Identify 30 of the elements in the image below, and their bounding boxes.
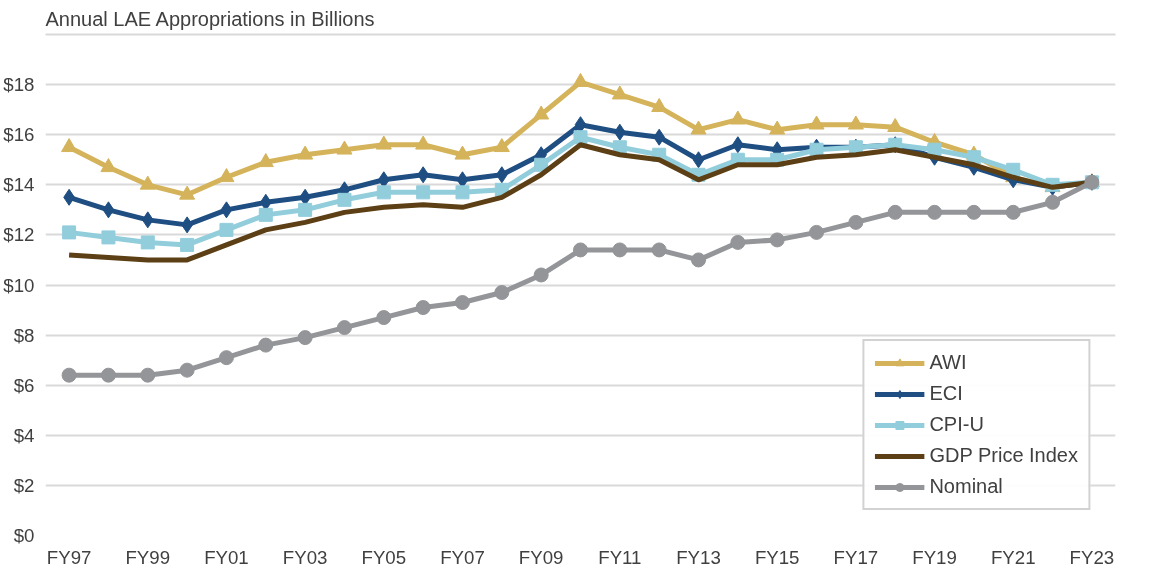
x-tick-label: FY13 (676, 546, 721, 568)
legend-label: Nominal (929, 475, 1003, 498)
legend-label: ECI (929, 382, 963, 405)
x-tick-label: FY21 (990, 546, 1036, 568)
y-tick-label: $0 (13, 525, 35, 546)
y-tick-label: $2 (13, 474, 35, 496)
y-tick-label: $6 (13, 374, 35, 396)
y-tick-label: $4 (13, 424, 35, 446)
x-tick-label: FY03 (282, 546, 328, 568)
y-tick-label: $14 (3, 174, 35, 196)
x-tick-label: FY17 (833, 546, 879, 568)
legend-label: CPI-U (929, 413, 984, 436)
y-tick-label: $10 (3, 274, 35, 296)
y-tick-label: $18 (3, 74, 35, 96)
x-tick-label: FY15 (754, 546, 800, 568)
y-tick-label: $12 (3, 224, 35, 246)
x-tick-label: FY07 (440, 546, 485, 568)
x-tick-label: FY97 (46, 546, 92, 568)
y-tick-label: $16 (3, 124, 35, 146)
chart-title: Annual LAE Appropriations in Billions (45, 7, 375, 30)
x-tick-label: FY23 (1069, 546, 1115, 568)
y-tick-label: $8 (13, 324, 35, 346)
x-tick-label: FY11 (598, 546, 642, 568)
x-tick-label: FY99 (125, 546, 171, 568)
x-tick-label: FY01 (204, 546, 249, 568)
x-tick-label: FY09 (518, 546, 564, 568)
x-tick-label: FY05 (361, 546, 407, 568)
legend-label: GDP Price Index (929, 444, 1078, 467)
x-tick-label: FY19 (912, 546, 957, 568)
legend-label: AWI (929, 351, 967, 374)
